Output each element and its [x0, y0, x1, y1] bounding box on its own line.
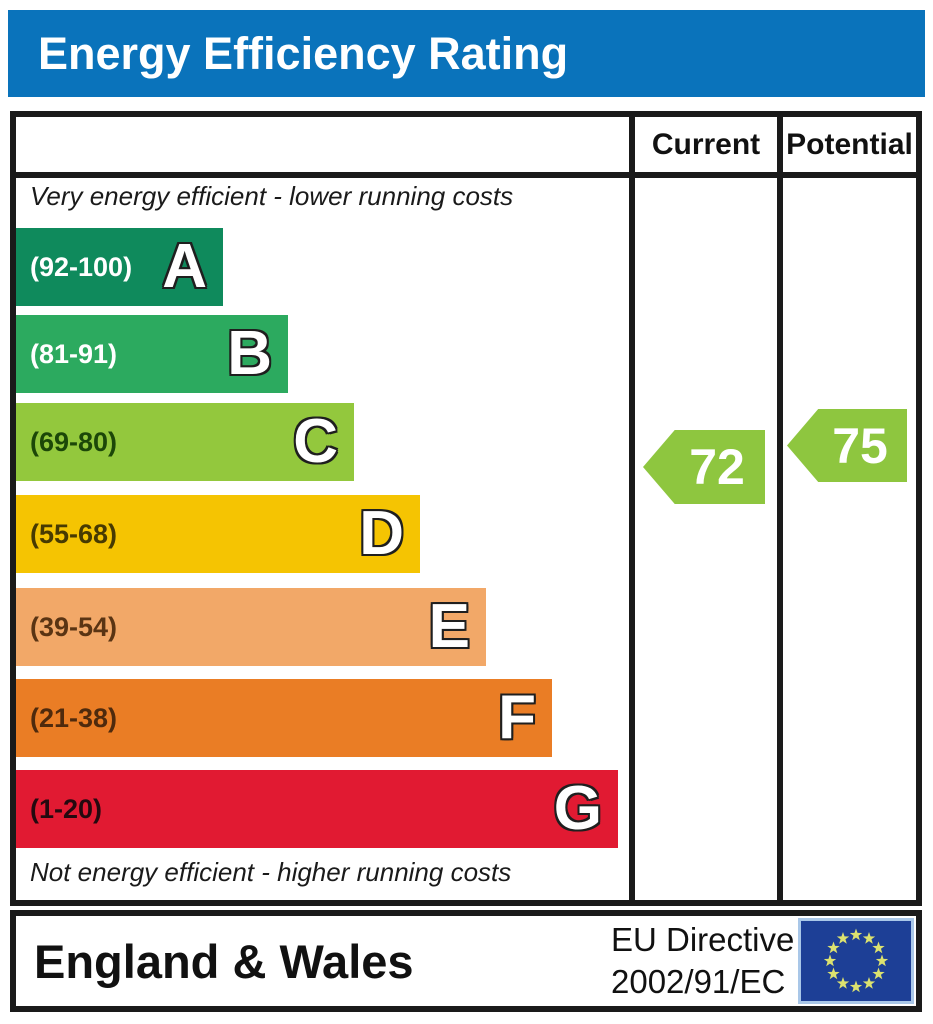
band-a-range: (92-100) [30, 251, 133, 282]
eu-flag-icon [798, 918, 914, 1004]
eu-flag-stars [823, 928, 889, 993]
band-g-range: (1-20) [30, 793, 103, 824]
band-b-range: (81-91) [30, 338, 118, 369]
title-bar: Energy Efficiency Rating [8, 10, 925, 97]
current-column-header: Current [651, 127, 761, 161]
current-rating-value: 72 [689, 439, 745, 495]
potential-rating-arrow: 75 [787, 409, 907, 482]
band-d: (55-68) D [16, 495, 420, 573]
potential-column-header: Potential [786, 127, 913, 161]
band-f-letter: F [498, 683, 536, 752]
bottom-caption: Not energy efficient - higher running co… [30, 857, 512, 887]
potential-column-divider-line [777, 117, 783, 900]
band-d-range: (55-68) [30, 518, 118, 549]
band-f: (21-38) F [16, 679, 552, 757]
band-c-letter: C [293, 407, 338, 476]
band-c: (69-80) C [16, 403, 354, 481]
band-d-letter: D [359, 499, 404, 568]
band-c-range: (69-80) [30, 426, 118, 457]
current-column-divider-line [629, 117, 635, 900]
band-e-range: (39-54) [30, 611, 118, 642]
band-e-letter: E [428, 592, 470, 661]
band-b: (81-91) B [16, 315, 288, 393]
band-b-letter: B [227, 319, 272, 388]
eu-directive-line1: EU Directive [611, 921, 795, 958]
band-a-letter: A [162, 232, 207, 301]
band-a: (92-100) A [16, 228, 223, 306]
eu-directive-label: EU Directive 2002/91/EC [611, 919, 794, 1003]
region-label: England & Wales [34, 934, 414, 988]
band-g-letter: G [553, 774, 602, 843]
page-title: Energy Efficiency Rating [38, 27, 569, 79]
footer-bar: England & Wales EU Directive 2002/91/EC [10, 910, 922, 1012]
potential-rating-value: 75 [832, 417, 888, 474]
eu-directive-line2: 2002/91/EC [611, 963, 786, 1000]
top-caption: Very energy efficient - lower running co… [30, 181, 514, 211]
header-divider-line [16, 172, 916, 178]
band-e: (39-54) E [16, 588, 486, 666]
band-f-range: (21-38) [30, 702, 118, 733]
rating-table: Current Potential Very energy efficient … [10, 111, 922, 906]
current-rating-arrow: 72 [643, 430, 765, 504]
band-g: (1-20) G [16, 770, 618, 848]
